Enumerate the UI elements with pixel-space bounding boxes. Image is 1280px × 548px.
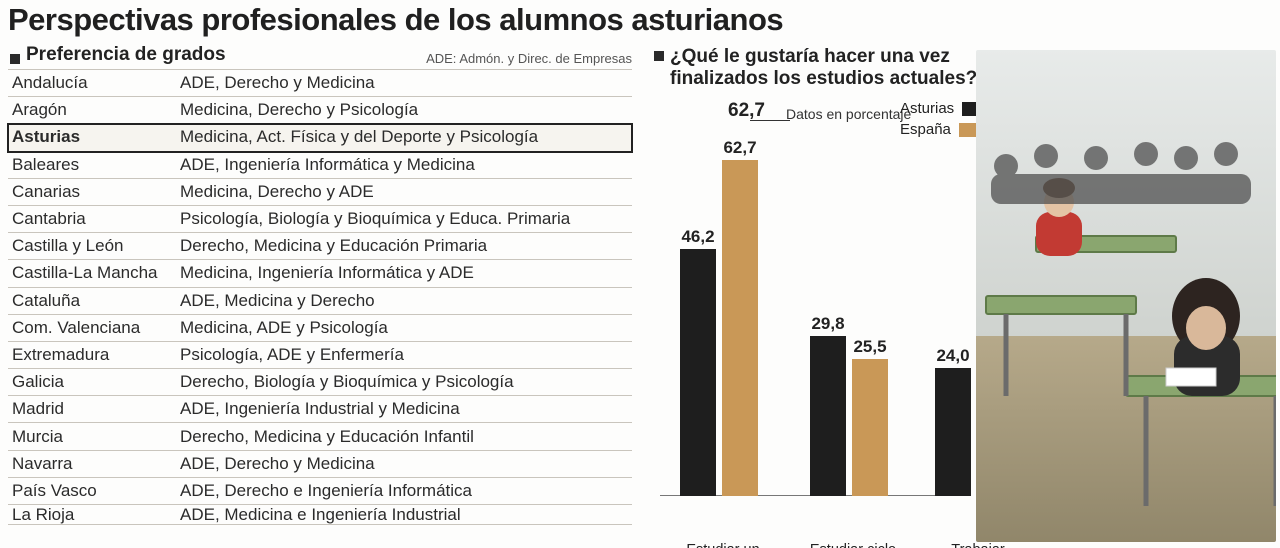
bar-value: 29,8 <box>810 314 846 334</box>
table-row: Com. ValencianaMedicina, ADE y Psicologí… <box>8 315 632 342</box>
table-row: AragónMedicina, Derecho y Psicología <box>8 97 632 124</box>
legend-label-espana: España <box>900 121 951 138</box>
prefs-cell: Medicina, Act. Física y del Deporte y Ps… <box>180 127 632 147</box>
prefs-cell: Medicina, ADE y Psicología <box>180 318 632 338</box>
prefs-cell: Psicología, ADE y Enfermería <box>180 345 632 365</box>
region-cell: Cantabria <box>8 209 180 229</box>
legend-label-asturias: Asturias <box>900 100 954 117</box>
bar: 46,2 <box>680 249 716 496</box>
table-row: País VascoADE, Derecho e Ingeniería Info… <box>8 478 632 505</box>
table-row: MurciaDerecho, Medicina y Educación Infa… <box>8 423 632 450</box>
region-cell: Asturias <box>8 127 180 147</box>
prefs-cell: ADE, Medicina e Ingeniería Industrial <box>180 505 632 525</box>
prefs-cell: Psicología, Biología y Bioquímica y Educ… <box>180 209 632 229</box>
table-row: AsturiasMedicina, Act. Física y del Depo… <box>8 124 632 151</box>
callout-value: 62,7 <box>728 100 765 122</box>
x-label: Trabajar <box>923 542 1033 548</box>
bar-group: 46,262,7 <box>680 160 758 496</box>
region-cell: Aragón <box>8 100 180 120</box>
prefs-cell: Derecho, Medicina y Educación Infantil <box>180 427 632 447</box>
prefs-cell: Medicina, Derecho y Psicología <box>180 100 632 120</box>
region-cell: La Rioja <box>8 505 180 525</box>
table-panel: Preferencia de grados ADE: Admón. y Dire… <box>0 44 640 548</box>
bar-value: 25,5 <box>852 337 888 357</box>
table-row: CantabriaPsicología, Biología y Bioquími… <box>8 206 632 233</box>
bar-value: 62,7 <box>722 138 758 158</box>
table-row: CataluñaADE, Medicina y Derecho <box>8 288 632 315</box>
prefs-cell: ADE, Derecho e Ingeniería Informática <box>180 481 632 501</box>
prefs-cell: Derecho, Medicina y Educación Primaria <box>180 236 632 256</box>
region-cell: Murcia <box>8 427 180 447</box>
table-row: MadridADE, Ingeniería Industrial y Medic… <box>8 396 632 423</box>
prefs-cell: Medicina, Ingeniería Informática y ADE <box>180 263 632 283</box>
table-title: Preferencia de grados <box>26 44 226 69</box>
table-row: BalearesADE, Ingeniería Informática y Me… <box>8 152 632 179</box>
bar: 62,7 <box>722 160 758 496</box>
region-cell: Castilla y León <box>8 236 180 256</box>
bullet-icon <box>654 51 664 61</box>
legend: Asturias España <box>900 100 988 142</box>
region-cell: Galicia <box>8 372 180 392</box>
table-row: CanariasMedicina, Derecho y ADE <box>8 179 632 206</box>
region-cell: Andalucía <box>8 73 180 93</box>
region-cell: Canarias <box>8 182 180 202</box>
table-row: Castilla-La ManchaMedicina, Ingeniería I… <box>8 260 632 287</box>
x-label: Estudiar ciclode grado <box>798 542 908 548</box>
bullet-icon <box>10 54 20 64</box>
prefs-cell: Medicina, Derecho y ADE <box>180 182 632 202</box>
region-cell: Madrid <box>8 399 180 419</box>
bar-value: 46,2 <box>680 227 716 247</box>
region-cell: Navarra <box>8 454 180 474</box>
prefs-cell: ADE, Derecho y Medicina <box>180 73 632 93</box>
region-cell: Com. Valenciana <box>8 318 180 338</box>
table-row: La RiojaADE, Medicina e Ingeniería Indus… <box>8 505 632 525</box>
callout-line <box>750 120 790 121</box>
table-row: GaliciaDerecho, Biología y Bioquímica y … <box>8 369 632 396</box>
prefs-cell: ADE, Medicina y Derecho <box>180 291 632 311</box>
prefs-cell: ADE, Derecho y Medicina <box>180 454 632 474</box>
prefs-cell: ADE, Ingeniería Informática y Medicina <box>180 155 632 175</box>
x-label: Estudiar ungrado en la <box>668 542 778 548</box>
region-cell: Castilla-La Mancha <box>8 263 180 283</box>
table-note: ADE: Admón. y Direc. de Empresas <box>426 51 632 69</box>
chart-panel: ¿Qué le gustaría hacer una vez finalizad… <box>640 44 1280 548</box>
headline: Perspectivas profesionales de los alumno… <box>0 0 1280 44</box>
table-row: Castilla y LeónDerecho, Medicina y Educa… <box>8 233 632 260</box>
table-row: NavarraADE, Derecho y Medicina <box>8 451 632 478</box>
region-cell: Extremadura <box>8 345 180 365</box>
bar: 25,5 <box>852 359 888 496</box>
table-row: AndalucíaADE, Derecho y Medicina <box>8 70 632 97</box>
table-header: Preferencia de grados ADE: Admón. y Dire… <box>8 44 632 70</box>
region-cell: Baleares <box>8 155 180 175</box>
chart-question: ¿Qué le gustaría hacer una vez finalizad… <box>670 46 1010 90</box>
prefs-cell: Derecho, Biología y Bioquímica y Psicolo… <box>180 372 632 392</box>
bar-chart: 46,262,729,825,524,011,8 <box>660 148 960 496</box>
bar: 29,8 <box>810 336 846 496</box>
region-cell: País Vasco <box>8 481 180 501</box>
bar: 24,0 <box>935 368 971 496</box>
chart-note: Datos en porcentaje <box>786 106 911 122</box>
region-cell: Cataluña <box>8 291 180 311</box>
classroom-photo <box>976 50 1276 542</box>
prefs-cell: ADE, Ingeniería Industrial y Medicina <box>180 399 632 419</box>
bar-value: 24,0 <box>935 346 971 366</box>
table-row: ExtremaduraPsicología, ADE y Enfermería <box>8 342 632 369</box>
bar-group: 29,825,5 <box>810 336 888 496</box>
